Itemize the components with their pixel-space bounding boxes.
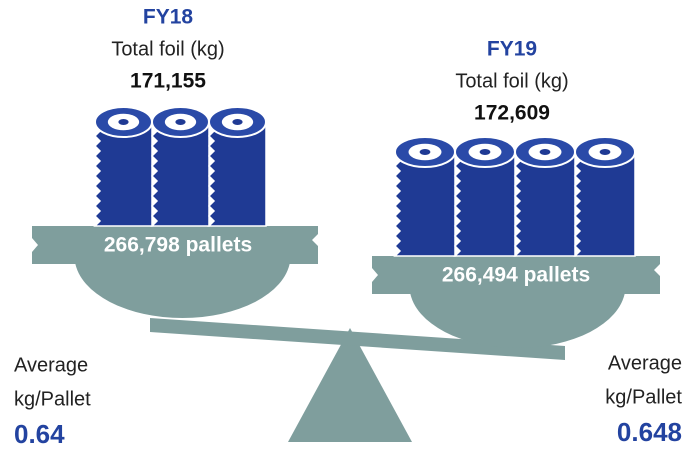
left-avg-label: kg/Pallet — [14, 388, 91, 410]
roll-body — [393, 144, 456, 257]
roll-body — [573, 144, 636, 257]
right-plate — [372, 256, 660, 294]
rolls — [93, 106, 636, 257]
roll-body — [93, 114, 153, 227]
roll-body — [453, 144, 516, 257]
left-total: 171,155 — [130, 70, 206, 93]
roll-body — [150, 114, 210, 227]
right-year: FY19 — [487, 38, 537, 61]
left-avg-label: Average — [14, 354, 88, 376]
right-label: Total foil (kg) — [455, 70, 568, 92]
roll-hole — [232, 119, 243, 125]
roll-hole — [118, 119, 129, 125]
roll-hole — [479, 149, 491, 155]
left-label: Total foil (kg) — [111, 38, 224, 60]
beam — [150, 318, 565, 360]
roll-body — [207, 114, 267, 227]
right-bowl — [410, 292, 625, 349]
roll-hole — [419, 149, 431, 155]
scale — [32, 226, 660, 442]
roll-hole — [539, 149, 551, 155]
left-pallets: 266,798 pallets — [104, 234, 252, 257]
left-avg-value: 0.64 — [14, 419, 65, 449]
left-plate — [32, 226, 318, 264]
right-avg-value: 0.648 — [617, 417, 682, 447]
right-total: 172,609 — [474, 102, 550, 125]
right-avg-label: kg/Pallet — [605, 386, 682, 408]
roll-hole — [599, 149, 611, 155]
roll-hole — [175, 119, 186, 125]
roll-body — [513, 144, 576, 257]
left-bowl — [75, 262, 290, 319]
left-year: FY18 — [143, 6, 194, 29]
right-avg-label: Average — [608, 352, 682, 374]
right-pallets: 266,494 pallets — [442, 264, 590, 287]
fulcrum — [288, 328, 412, 442]
